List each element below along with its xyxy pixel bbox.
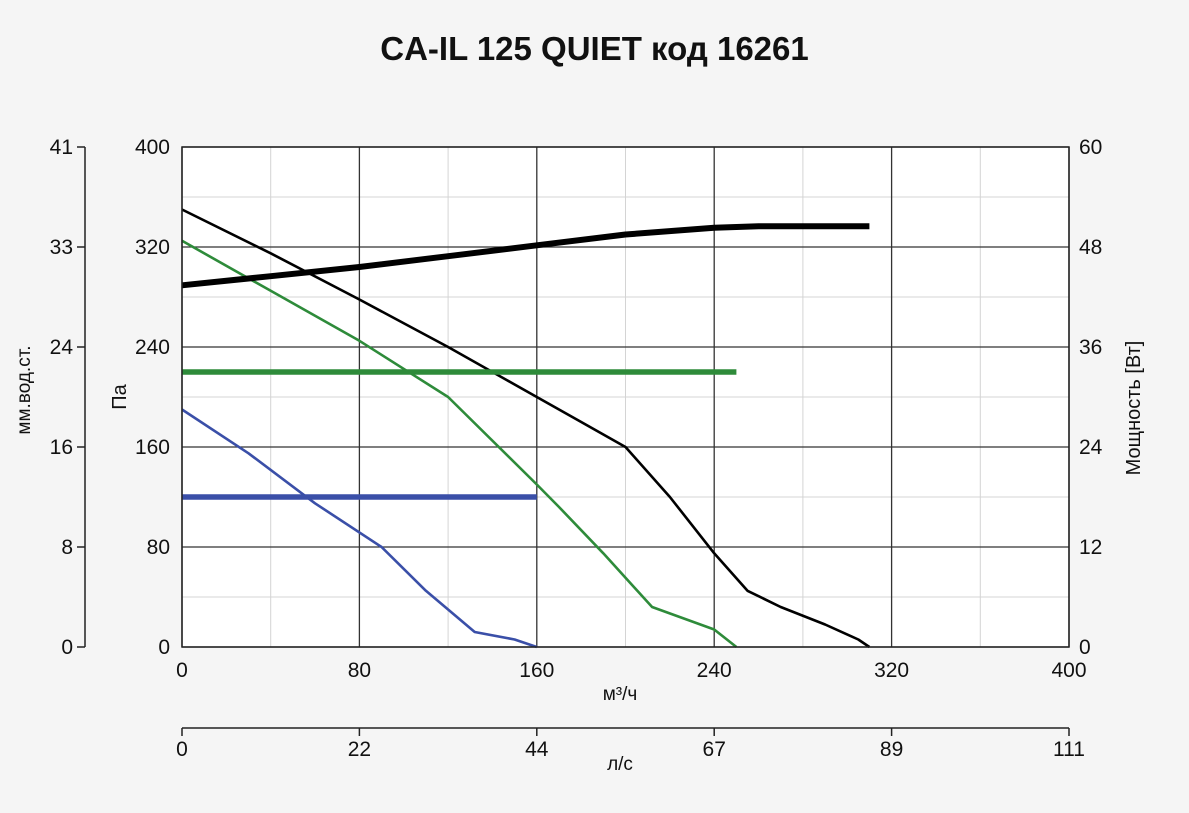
y2-tick-label: 0 <box>61 636 73 659</box>
power-curve-3 <box>181 223 870 289</box>
y2-tick-label: 16 <box>50 436 73 459</box>
pressure-curve-2 <box>181 408 538 649</box>
x2-tick-label: 89 <box>880 738 903 761</box>
y3-tick-label: 24 <box>1079 436 1103 459</box>
x-tick-label: 80 <box>348 659 371 682</box>
pressure-curve-1 <box>181 239 738 649</box>
y2-axis-label: мм.вод.ст. <box>14 345 35 434</box>
x2-tick-label: 0 <box>176 738 188 761</box>
x2-tick-label: 67 <box>703 738 726 761</box>
x-tick-label: 400 <box>1051 659 1086 682</box>
y2-tick-label: 33 <box>50 236 73 259</box>
chart-title: CA-IL 125 QUIET код 16261 <box>380 30 809 67</box>
y3-tick-label: 12 <box>1079 536 1102 559</box>
y-tick-label: 240 <box>135 336 170 359</box>
y3-axis-label: Мощность [Вт] <box>1123 341 1145 476</box>
y3-tick-label: 0 <box>1079 636 1091 659</box>
x-tick-label: 320 <box>874 659 909 682</box>
y-axis-label: Па <box>109 383 131 409</box>
x-axis-label: м³/ч <box>603 684 638 705</box>
y3-tick-label: 48 <box>1079 236 1102 259</box>
x-tick-label: 240 <box>697 659 732 682</box>
y3-tick-label: 36 <box>1079 336 1102 359</box>
pressure-curve-0 <box>181 208 871 649</box>
y-tick-label: 0 <box>158 636 170 659</box>
plot-border <box>181 146 1070 648</box>
x-tick-label: 160 <box>519 659 554 682</box>
y-tick-label: 160 <box>135 436 170 459</box>
y-tick-label: 320 <box>135 236 170 259</box>
y3-tick-label: 60 <box>1079 136 1102 159</box>
x-tick-label: 0 <box>176 659 188 682</box>
y2-tick-label: 41 <box>50 136 73 159</box>
y-tick-label: 400 <box>135 136 170 159</box>
x2-tick-label: 111 <box>1053 738 1085 761</box>
x2-tick-label: 22 <box>348 738 371 761</box>
x2-axis-label: л/с <box>607 754 633 775</box>
y2-tick-label: 8 <box>61 536 73 559</box>
y2-tick-label: 24 <box>50 336 74 359</box>
x2-tick-label: 44 <box>525 738 549 761</box>
y-tick-label: 80 <box>147 536 170 559</box>
